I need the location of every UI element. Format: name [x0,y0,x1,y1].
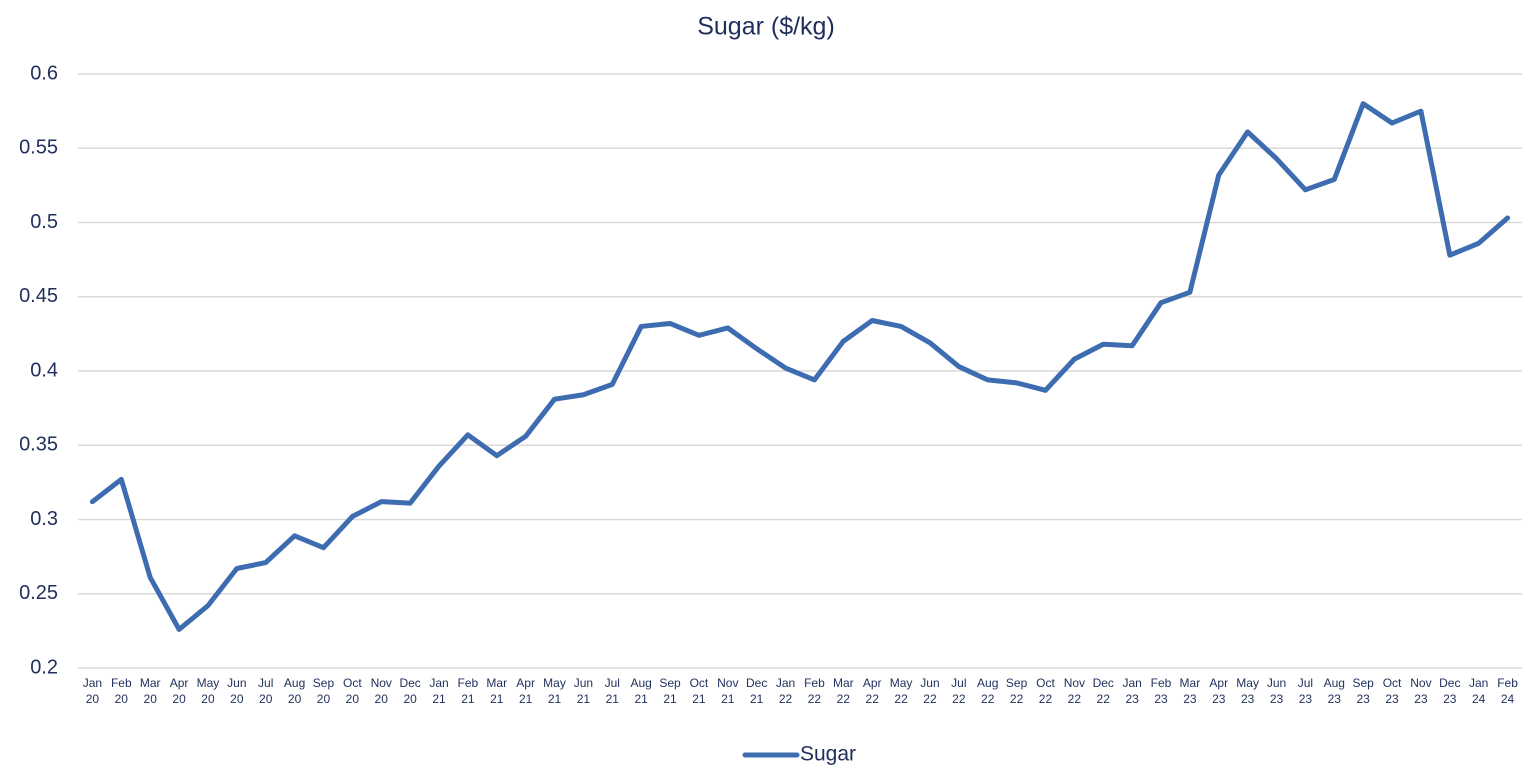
x-tick-label: Sep 20 [313,676,335,706]
x-tick-label: Sep 23 [1352,676,1374,706]
x-tick-label: Jul 21 [605,676,620,706]
x-tick-label: Nov 23 [1410,676,1431,706]
x-tick-label: Nov 21 [717,676,738,706]
y-tick-label: 0.4 [30,359,58,381]
y-tick-label: 0.55 [19,137,58,159]
x-tick-label: Feb 21 [458,676,479,706]
x-tick-label: Aug 23 [1324,676,1345,706]
x-tick-label: Jan 20 [83,676,102,706]
x-tick-label: Feb 20 [111,676,132,706]
x-tick-label: Mar 23 [1180,676,1201,706]
x-tick-label: Jun 22 [920,676,939,706]
x-tick-label: Jun 21 [574,676,593,706]
x-tick-label: Apr 23 [1209,676,1228,706]
x-tick-label: Oct 21 [690,676,709,706]
x-tick-label: Jul 20 [258,676,273,706]
x-tick-label: Feb 23 [1151,676,1172,706]
x-tick-label: Apr 21 [516,676,535,706]
x-tick-label: Feb 22 [804,676,825,706]
x-tick-label: Dec 22 [1093,676,1114,706]
x-tick-label: Jan 21 [429,676,448,706]
x-tick-label: Aug 20 [284,676,305,706]
y-tick-label: 0.2 [30,656,58,678]
x-tick-label: Oct 22 [1036,676,1055,706]
x-tick-label: May 21 [543,676,566,706]
x-tick-label: Aug 21 [630,676,651,706]
y-tick-label: 0.5 [30,211,58,233]
x-tick-label: Dec 20 [399,676,420,706]
x-tick-label: Sep 22 [1006,676,1028,706]
x-tick-label: Mar 20 [140,676,161,706]
x-tick-label: Jul 23 [1298,676,1313,706]
x-tick-label: Dec 21 [746,676,767,706]
x-tick-label: Jun 23 [1267,676,1286,706]
x-tick-label: Jun 20 [227,676,246,706]
x-tick-label: Nov 22 [1064,676,1085,706]
y-tick-label: 0.25 [19,582,58,604]
y-tick-label: 0.45 [19,285,58,307]
x-tick-label: Oct 23 [1383,676,1402,706]
x-tick-label: Mar 22 [833,676,854,706]
x-tick-label: Jan 24 [1469,676,1488,706]
line-series [89,101,1511,632]
x-tick-label: Jan 23 [1122,676,1141,706]
x-tick-label: Jan 22 [776,676,795,706]
legend-label: Sugar [800,743,856,766]
x-tick-label: Oct 20 [343,676,362,706]
x-tick-label: Aug 22 [977,676,998,706]
x-tick-label: Dec 23 [1439,676,1460,706]
chart-title: Sugar ($/kg) [697,13,835,41]
x-tick-label: May 22 [890,676,913,706]
x-tick-label: Apr 20 [170,676,189,706]
x-tick-label: Nov 20 [371,676,392,706]
x-tick-label: May 20 [197,676,220,706]
x-tick-label: Sep 21 [659,676,681,706]
x-tick-label: May 23 [1236,676,1259,706]
y-tick-label: 0.6 [30,62,58,84]
x-tick-label: Mar 21 [486,676,507,706]
x-tick-label: Feb 24 [1497,676,1518,706]
y-tick-label: 0.35 [19,434,58,456]
x-tick-label: Jul 22 [951,676,966,706]
x-tick-label: Apr 22 [863,676,882,706]
y-tick-label: 0.3 [30,508,58,530]
